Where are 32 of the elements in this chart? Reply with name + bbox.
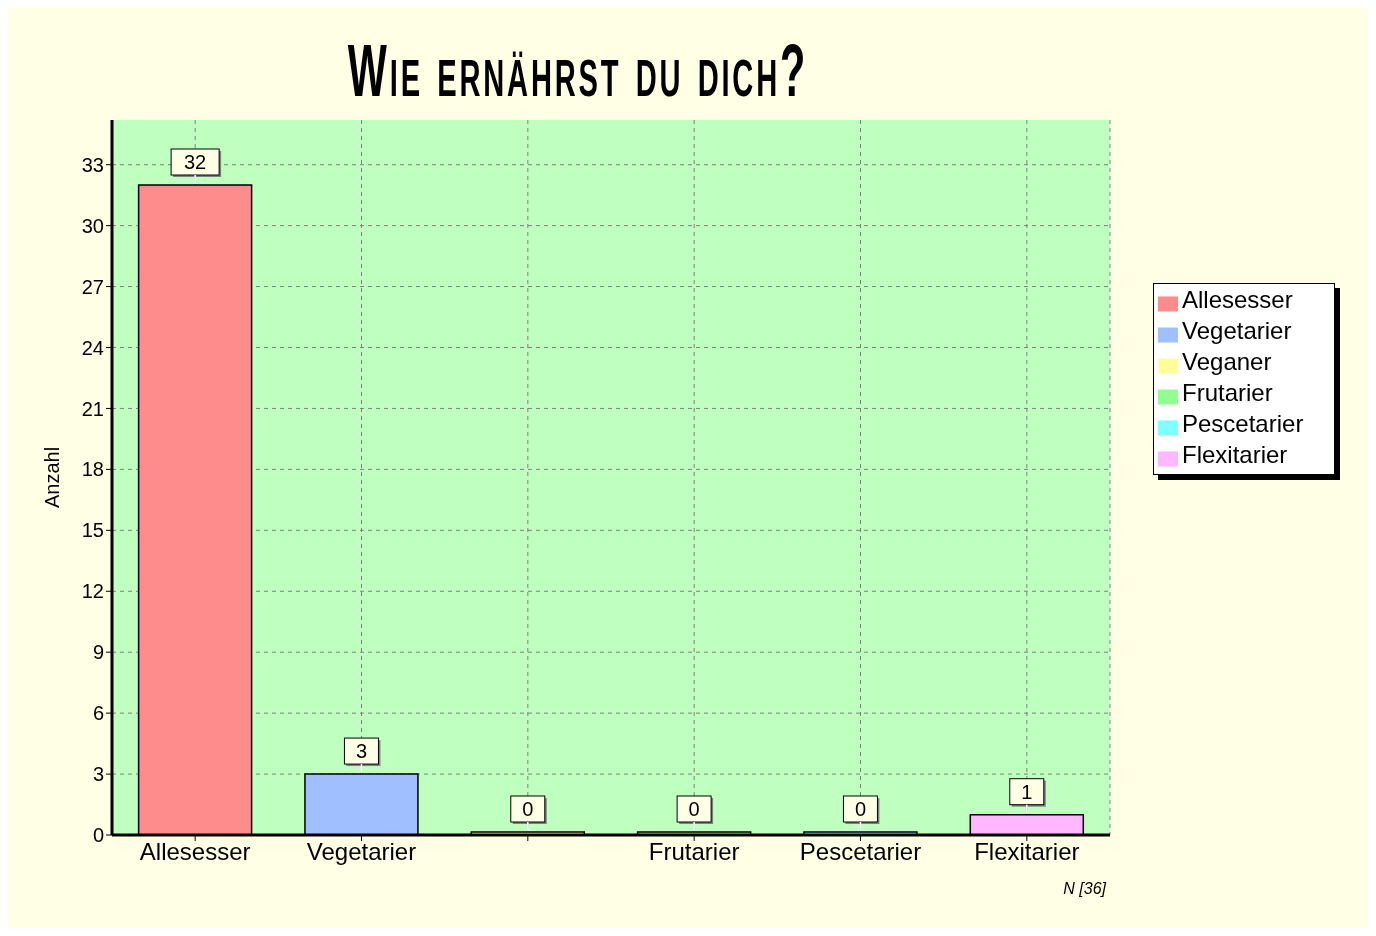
data-label: 32 — [183, 151, 207, 173]
x-tick-label: Flexitarier — [974, 838, 1080, 866]
y-tick-label: 12 — [81, 580, 104, 603]
x-tick-label: Vegetarier — [306, 838, 417, 866]
legend-label: Allesesser — [1182, 286, 1293, 313]
x-tick-label: Frutarier — [648, 838, 740, 866]
data-label: 1 — [1021, 780, 1033, 803]
legend-label: Flexitarier — [1182, 441, 1288, 468]
x-tick-label: Pescetarier — [799, 838, 922, 866]
legend-label: Frutarier — [1182, 379, 1273, 406]
data-label: 0 — [688, 798, 700, 820]
y-tick-label: 0 — [92, 824, 104, 847]
chart-title: Wie ernährst du dich? — [347, 29, 809, 112]
legend-label: Pescetarier — [1182, 410, 1304, 437]
y-tick-label: 6 — [92, 702, 104, 725]
y-tick-label: 15 — [81, 519, 104, 542]
y-tick-label: 24 — [81, 336, 104, 359]
y-tick-label: 27 — [81, 275, 104, 298]
data-label: 0 — [522, 798, 534, 820]
data-label: 0 — [854, 798, 867, 820]
y-tick-label: 3 — [92, 763, 104, 786]
x-tick-label: Allesesser — [139, 838, 251, 866]
y-tick-label: 9 — [92, 641, 104, 664]
data-label: 3 — [355, 740, 368, 763]
y-tick-label: 30 — [81, 214, 104, 237]
y-tick-label: 33 — [81, 153, 104, 176]
y-tick-label: 18 — [81, 458, 104, 481]
legend-label: Vegetarier — [1182, 317, 1292, 344]
y-axis-title: Anzahl — [41, 446, 64, 509]
text: N [36] — [1062, 880, 1106, 898]
y-tick-label: 21 — [81, 397, 104, 420]
legend-label: Veganer — [1182, 348, 1272, 375]
